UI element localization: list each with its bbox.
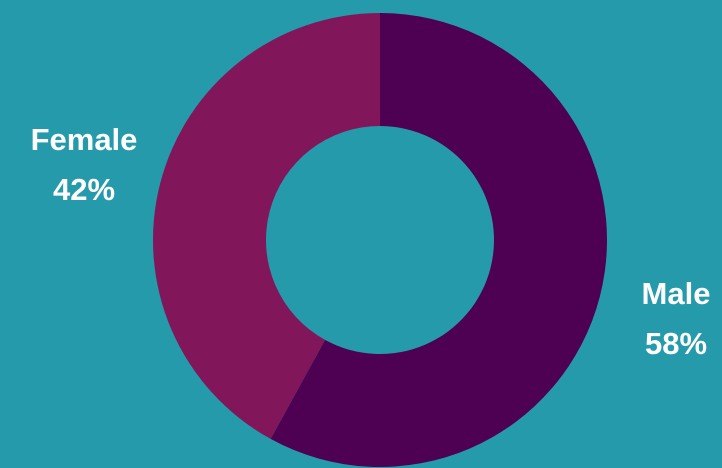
female-percent-label: 42% [53, 172, 115, 207]
male-percent-label: 58% [645, 326, 707, 361]
slices-group [152, 13, 607, 468]
female-label: Female [31, 122, 138, 157]
slice-female [152, 13, 380, 439]
slice-male [270, 13, 607, 468]
male-label: Male [642, 276, 711, 311]
